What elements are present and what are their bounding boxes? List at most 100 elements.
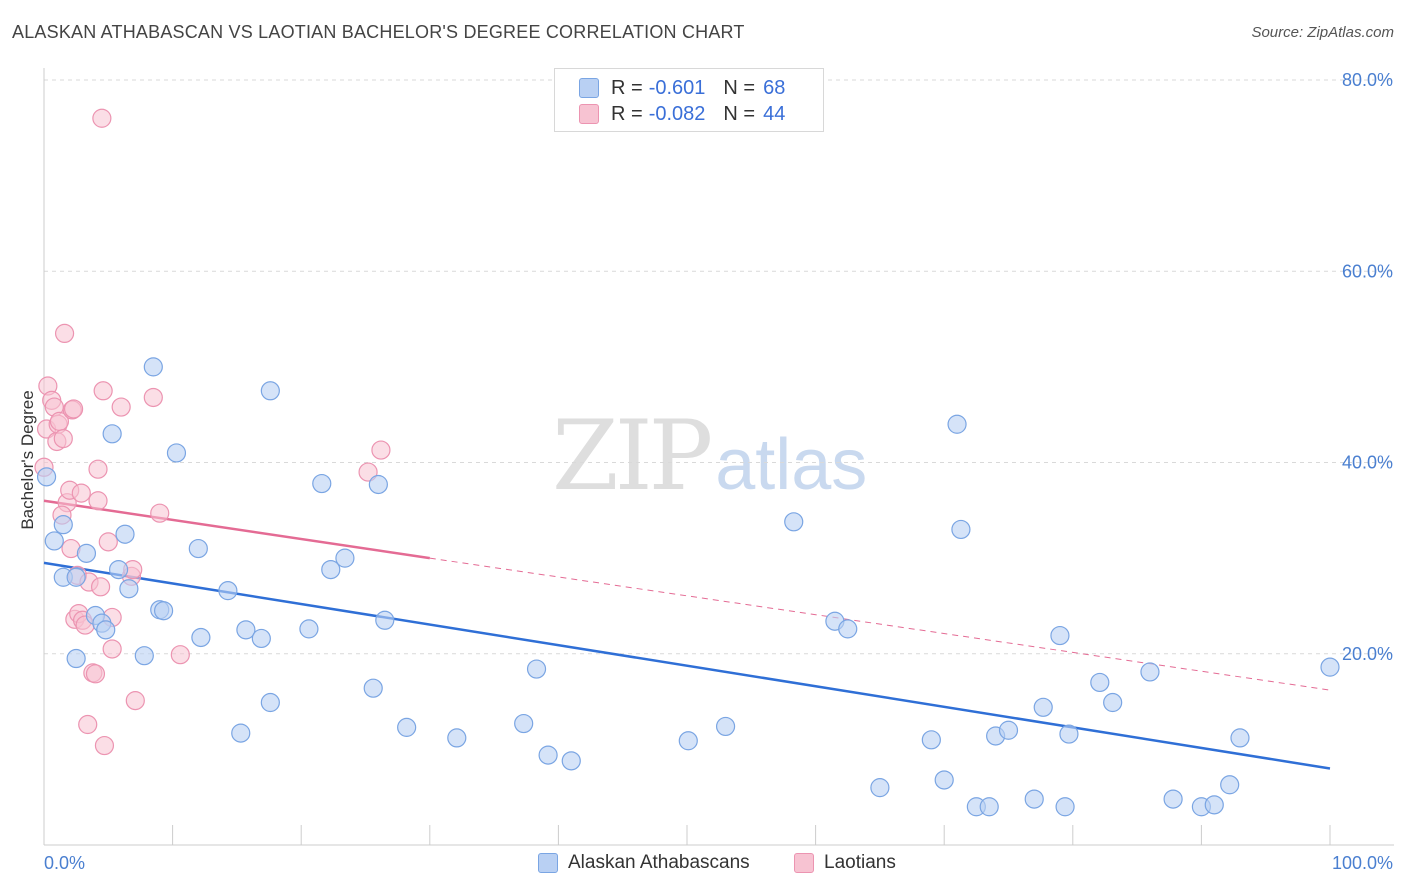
athabascan-point xyxy=(218,581,238,601)
legend-row-athabascan: R = -0.601 N = 68 xyxy=(579,75,785,101)
athabascan-point xyxy=(153,601,174,621)
athabascan-trend-line xyxy=(43,561,1331,770)
r-value: -0.082 xyxy=(648,102,706,125)
watermark-zip: ZIP xyxy=(552,400,713,512)
athabascan-point xyxy=(335,548,355,568)
athabascan-point xyxy=(784,512,804,532)
laotians-point xyxy=(88,491,108,511)
laotians-point xyxy=(78,714,98,735)
x-tick-label: 0.0% xyxy=(44,853,85,873)
athabascan-point xyxy=(76,543,97,563)
y-tick-label: 80.0% xyxy=(1342,70,1393,90)
n-value: 68 xyxy=(763,76,786,99)
athabascan-point xyxy=(53,515,73,535)
athabascan-point xyxy=(979,797,999,817)
athabascan-point xyxy=(66,648,86,669)
athabascan-point xyxy=(514,713,534,734)
source-label: Source: ZipAtlas.com xyxy=(1251,24,1394,41)
axes xyxy=(43,68,1394,846)
athabascan-point xyxy=(1140,662,1160,682)
athabascan-point xyxy=(447,728,467,748)
athabascan-point xyxy=(1230,728,1250,748)
laotians-point xyxy=(125,691,145,711)
pink-swatch-icon xyxy=(579,104,599,124)
laotians-point xyxy=(92,108,112,128)
laotians-points xyxy=(34,108,391,756)
athabascan-point xyxy=(166,443,187,463)
laotians-point xyxy=(143,387,163,408)
laotians-point xyxy=(358,462,378,482)
laotians-point xyxy=(71,483,91,503)
athabascan-point xyxy=(1090,672,1110,693)
r-value: -0.601 xyxy=(648,76,706,99)
athabascan-point xyxy=(397,717,417,737)
athabascan-point xyxy=(119,579,139,599)
athabascan-point xyxy=(260,692,280,713)
athabascan-point xyxy=(678,731,698,751)
athabascan-point xyxy=(1033,697,1053,717)
trend-lines xyxy=(43,499,1331,770)
athabascan-point xyxy=(299,619,319,639)
grid-lines xyxy=(44,79,1394,655)
legend-item-athabascan: Alaskan Athabascans xyxy=(538,852,750,874)
series-legend: Alaskan Athabascans Laotians xyxy=(0,852,1406,878)
laotians-point xyxy=(98,532,118,552)
laotians-point xyxy=(63,399,84,419)
r-label: R = xyxy=(611,102,643,125)
athabascan-point xyxy=(251,628,271,649)
athabascan-point xyxy=(947,414,967,434)
athabascan-point xyxy=(191,627,211,648)
n-value: 44 xyxy=(763,102,786,125)
laotians-point xyxy=(170,645,190,665)
laotians-point xyxy=(371,440,391,460)
athabascan-point xyxy=(96,620,116,640)
athabascan-point xyxy=(321,559,341,580)
athabascan-point xyxy=(934,770,954,790)
athabascan-point xyxy=(1024,789,1044,809)
athabascan-point xyxy=(236,620,256,640)
y-tick-label: 40.0% xyxy=(1342,453,1393,473)
laotians-trend-line xyxy=(43,499,430,560)
athabascan-point xyxy=(526,659,547,679)
pink-swatch-icon xyxy=(794,853,814,873)
laotians-point xyxy=(93,381,113,401)
correlation-legend: R = -0.601 N = 68 R = -0.082 N = 44 xyxy=(554,68,824,132)
athabascan-point xyxy=(1204,795,1224,815)
athabascan-point xyxy=(188,538,208,559)
athabascan-point xyxy=(838,619,858,639)
athabascan-point xyxy=(134,646,154,666)
athabascan-point xyxy=(1163,789,1183,809)
laotians-point xyxy=(94,735,115,756)
laotians-point xyxy=(90,577,111,597)
y-tick-label: 60.0% xyxy=(1342,261,1393,281)
athabascan-point xyxy=(375,610,395,630)
laotians-point xyxy=(102,639,122,659)
athabascan-point xyxy=(1055,797,1075,817)
athabascan-point xyxy=(1059,724,1079,744)
legend-item-laotians: Laotians xyxy=(794,852,896,874)
athabascan-point xyxy=(115,524,135,544)
athabascan-point xyxy=(1220,775,1240,795)
athabascan-point xyxy=(715,716,736,737)
blue-swatch-icon xyxy=(579,78,599,98)
athabascan-point xyxy=(312,473,332,494)
laotians-trend-extension xyxy=(429,557,1331,691)
athabascan-point xyxy=(538,745,558,765)
athabascan-point xyxy=(143,357,163,377)
athabascan-point xyxy=(66,567,86,587)
athabascan-point xyxy=(108,559,129,580)
athabascan-point xyxy=(102,424,122,444)
athabascan-point xyxy=(1320,657,1340,677)
y-tick-label: 20.0% xyxy=(1342,644,1393,664)
athabascan-point xyxy=(36,467,57,487)
athabascan-point xyxy=(363,678,383,698)
laotians-point xyxy=(111,397,131,417)
athabascan-point xyxy=(260,381,280,401)
r-label: R = xyxy=(611,76,643,99)
athabascan-point xyxy=(921,730,941,750)
laotians-point xyxy=(53,428,73,449)
athabascan-point xyxy=(368,474,388,495)
laotians-point xyxy=(88,459,108,479)
watermark-atlas: atlas xyxy=(715,425,868,505)
